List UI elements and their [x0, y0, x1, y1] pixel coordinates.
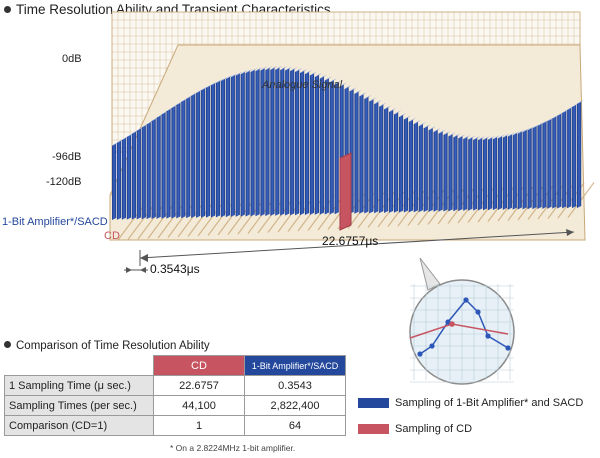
table-header-row: CD 1-Bit Amplifier*/SACD [4, 355, 346, 376]
bullet-icon [4, 341, 11, 348]
bullet-icon [4, 6, 11, 13]
footnote: * On a 2.8224MHz 1-bit amplifier. [170, 443, 296, 453]
y-label-120db: -120dB [46, 176, 82, 188]
legend-swatch-cd [358, 424, 389, 435]
comparison-title: Comparison of Time Resolution Ability [4, 340, 210, 352]
cell-sacd: 64 [244, 415, 346, 436]
row-label: Comparison (CD=1) [4, 415, 154, 436]
cd-interval-arrow [139, 229, 575, 266]
zoom-pointer [419, 257, 441, 291]
column-header-sacd: 1-Bit Amplifier*/SACD [244, 355, 346, 376]
sacd-interval-arrow [124, 267, 148, 273]
table-row: Comparison (CD=1) 1 64 [4, 415, 346, 436]
legend-item-sacd: Sampling of 1-Bit Amplifier* and SACD [358, 397, 583, 409]
y-label-0db: 0dB [62, 53, 82, 65]
zoom-inset [409, 279, 515, 385]
legend-item-cd: Sampling of CD [358, 423, 472, 435]
comparison-table: CD 1-Bit Amplifier*/SACD 1 Sampling Time… [4, 355, 346, 436]
sacd-track-label: 1-Bit Amplifier*/SACD [2, 216, 108, 228]
cd-track-label: CD [104, 230, 120, 242]
inset-sacd-points [417, 297, 511, 357]
inset-cd-point [449, 321, 455, 327]
cell-cd: 44,100 [153, 395, 245, 416]
row-label: 1 Sampling Time (μ sec.) [4, 375, 154, 396]
table-row: Sampling Times (per sec.) 44,100 2,822,4… [4, 395, 346, 416]
row-label: Sampling Times (per sec.) [4, 395, 154, 416]
cell-cd: 22.6757 [153, 375, 245, 396]
table-row: 1 Sampling Time (μ sec.) 22.6757 0.3543 [4, 375, 346, 396]
cell-sacd: 0.3543 [244, 375, 346, 396]
sacd-interval-label: 0.3543μs [150, 262, 200, 276]
cell-cd: 1 [153, 415, 245, 436]
cd-sample-bar [339, 152, 352, 231]
column-header-cd: CD [153, 355, 245, 376]
cd-interval-label: 22.6757μs [322, 234, 379, 248]
cell-sacd: 2,822,400 [244, 395, 346, 416]
sampling-diagram [109, 11, 595, 291]
table-corner [4, 355, 154, 376]
analogue-signal-label: Analogue Signal [262, 79, 343, 91]
legend-swatch-sacd [358, 398, 389, 409]
y-label-96db: -96dB [52, 151, 82, 163]
